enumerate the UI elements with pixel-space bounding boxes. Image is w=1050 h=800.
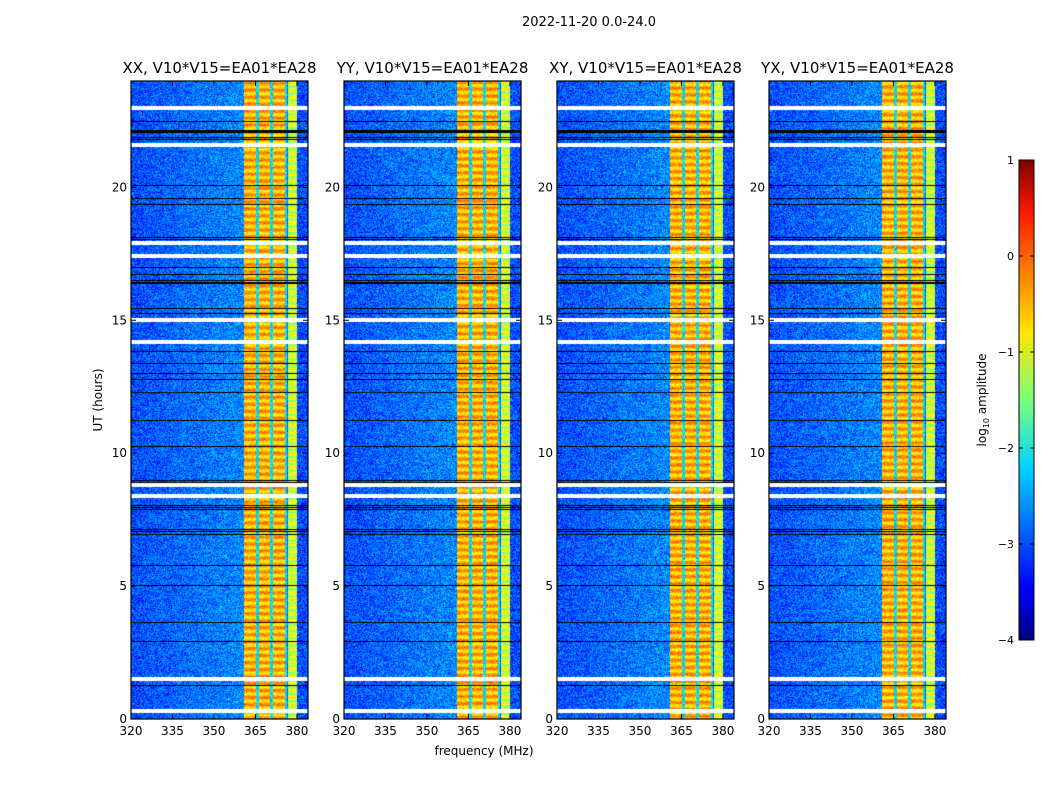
y-tick-label: 20 bbox=[325, 180, 340, 194]
panel-title: YX, V10*V15=EA01*EA28 bbox=[760, 59, 954, 77]
colorbar-tick-label: 0 bbox=[1007, 250, 1014, 263]
panel-3: XY, V10*V15=EA01*EA28 320 335 350 365 380 0 5 10… bbox=[538, 59, 742, 738]
x-tick-label: 320 bbox=[120, 724, 143, 738]
y-tick-label: 10 bbox=[538, 446, 553, 460]
plot-frame bbox=[130, 80, 309, 720]
x-tick-label: 335 bbox=[799, 724, 822, 738]
x-tick-label: 335 bbox=[374, 724, 397, 738]
y-tick-label: 10 bbox=[750, 446, 765, 460]
colorbar-tick-label: −4 bbox=[998, 634, 1014, 647]
y-tick-label: 5 bbox=[545, 579, 553, 593]
y-tick-label: 5 bbox=[757, 579, 765, 593]
panel-1: XX, V10*V15=EA01*EA28 320 335 350 365 380 0 5 10… bbox=[112, 59, 317, 738]
colorbar: 1 0 −1 −2 −3 −4 log10 amplitude bbox=[975, 154, 1035, 647]
x-tick-label: 380 bbox=[498, 724, 521, 738]
panel-2: YY, V10*V15=EA01*EA28 320 335 350 365 380 0 5 10… bbox=[325, 59, 529, 738]
x-tick-label: 335 bbox=[587, 724, 610, 738]
figure-title: 2022-11-20 0.0-24.0 bbox=[522, 15, 656, 30]
plot-frame bbox=[343, 80, 522, 720]
x-tick-label: 335 bbox=[161, 724, 184, 738]
x-tick-label: 380 bbox=[285, 724, 308, 738]
x-tick-label: 380 bbox=[923, 724, 946, 738]
spectrogram-xx bbox=[131, 81, 308, 719]
x-tick-label: 350 bbox=[841, 724, 864, 738]
y-tick-label: 20 bbox=[112, 180, 127, 194]
y-tick-label: 0 bbox=[119, 712, 127, 726]
y-tick-label: 0 bbox=[757, 712, 765, 726]
panel-4: YX, V10*V15=EA01*EA28 320 335 350 365 380 0 5 10… bbox=[750, 59, 954, 738]
colorbar-tick-label: 1 bbox=[1007, 154, 1014, 167]
y-tick-label: 15 bbox=[112, 313, 127, 327]
panel-title: XX, V10*V15=EA01*EA28 bbox=[122, 59, 316, 77]
x-tick-label: 350 bbox=[629, 724, 652, 738]
spectrogram-yx bbox=[769, 81, 946, 719]
colorbar-tick-label: −1 bbox=[998, 346, 1014, 359]
colorbar-tick-label: −2 bbox=[998, 442, 1014, 455]
spectrogram-xy bbox=[557, 81, 734, 719]
y-axis-label: UT (hours) bbox=[91, 368, 105, 431]
y-tick-label: 5 bbox=[332, 579, 340, 593]
plot-frame bbox=[768, 80, 947, 720]
colorbar-gradient bbox=[1018, 159, 1035, 641]
x-tick-label: 350 bbox=[203, 724, 226, 738]
x-tick-label: 365 bbox=[244, 724, 267, 738]
colorbar-label: log10 amplitude bbox=[975, 354, 991, 447]
y-tick-label: 20 bbox=[750, 180, 765, 194]
panel-title: XY, V10*V15=EA01*EA28 bbox=[549, 59, 742, 77]
x-tick-label: 365 bbox=[882, 724, 905, 738]
x-axis-label: frequency (MHz) bbox=[434, 744, 533, 758]
x-tick-label: 365 bbox=[457, 724, 480, 738]
y-tick-label: 10 bbox=[325, 446, 340, 460]
x-tick-label: 320 bbox=[333, 724, 356, 738]
y-tick-label: 0 bbox=[332, 712, 340, 726]
y-tick-label: 5 bbox=[119, 579, 127, 593]
y-tick-label: 15 bbox=[325, 313, 340, 327]
y-tick-label: 10 bbox=[112, 446, 127, 460]
x-tick-label: 380 bbox=[711, 724, 734, 738]
x-tick-label: 350 bbox=[416, 724, 439, 738]
y-tick-label: 15 bbox=[538, 313, 553, 327]
x-tick-label: 320 bbox=[546, 724, 569, 738]
y-tick-label: 15 bbox=[750, 313, 765, 327]
spectrogram-yy bbox=[344, 81, 521, 719]
plot-frame bbox=[556, 80, 735, 720]
panel-title: YY, V10*V15=EA01*EA28 bbox=[336, 59, 529, 77]
x-tick-label: 365 bbox=[670, 724, 693, 738]
colorbar-tick-label: −3 bbox=[998, 538, 1014, 551]
y-tick-label: 20 bbox=[538, 180, 553, 194]
x-tick-label: 320 bbox=[758, 724, 781, 738]
y-tick-label: 0 bbox=[545, 712, 553, 726]
